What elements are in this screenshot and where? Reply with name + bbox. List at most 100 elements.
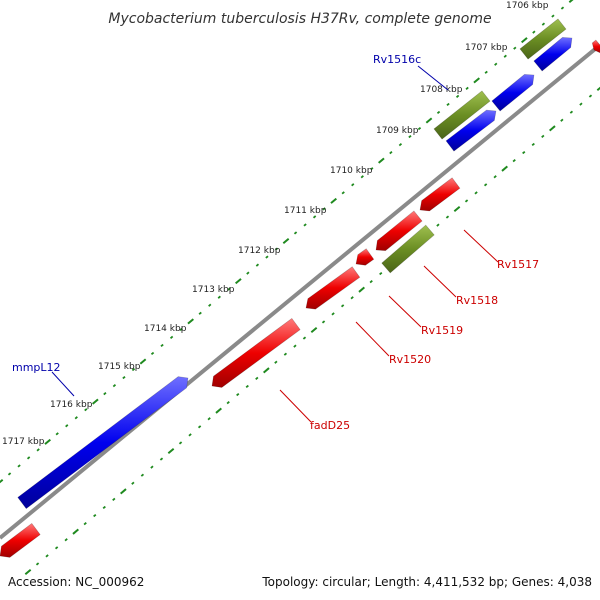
forward-gene-arrow[interactable]	[491, 74, 535, 112]
outer-tick	[208, 303, 212, 307]
reverse-gene-arrow-rv1517[interactable]	[419, 177, 461, 212]
outer-tick	[465, 86, 469, 90]
inner-tick	[560, 118, 564, 122]
inner-tick	[167, 447, 175, 455]
forward-gene-arrow[interactable]	[533, 37, 573, 72]
inner-tick	[72, 528, 79, 535]
outer-tick	[103, 392, 107, 396]
outer-tick	[92, 398, 99, 405]
reverse-gene-arrow-rv1518[interactable]	[375, 210, 423, 251]
inner-tick	[474, 191, 478, 195]
outer-tick	[235, 278, 242, 285]
gene-label-rv1520[interactable]: Rv1520	[389, 353, 431, 366]
outer-tick	[503, 54, 507, 58]
inner-tick	[207, 417, 211, 421]
outer-tick	[360, 175, 364, 179]
gene-label-rv1519[interactable]: Rv1519	[421, 324, 463, 337]
feature-block[interactable]	[433, 90, 491, 140]
outer-tick	[187, 318, 194, 325]
inner-tick	[197, 425, 202, 429]
inner-tick	[245, 384, 249, 389]
inner-tick	[483, 183, 488, 187]
gene-label-rv1516c[interactable]: Rv1516c	[373, 53, 421, 66]
inner-tick	[45, 554, 49, 558]
forward-gene-arrow-mmpl12[interactable]	[17, 376, 189, 510]
inner-tick	[226, 401, 230, 405]
inner-tick	[140, 473, 145, 477]
outer-tick	[370, 167, 374, 171]
inner-tick	[445, 215, 450, 219]
tick-label: 1707 kbp	[465, 43, 508, 53]
inner-tick-ring	[24, 86, 600, 576]
forward-gene-arrow[interactable]	[445, 109, 497, 152]
outer-tick	[341, 191, 345, 195]
reverse-gene-arrow-rv1520[interactable]	[305, 266, 361, 310]
inner-tick	[131, 481, 135, 485]
outer-tick	[282, 237, 290, 245]
outer-tick	[293, 231, 298, 235]
outer-tick	[312, 215, 317, 219]
inner-tick	[302, 336, 307, 340]
inner-tick	[340, 304, 345, 308]
outer-tick	[484, 70, 488, 74]
outer-tick	[227, 287, 231, 291]
gene-label-rv1517[interactable]: Rv1517	[497, 258, 539, 271]
reverse-gene-arrow[interactable]	[0, 522, 41, 558]
inner-tick	[54, 546, 59, 550]
tick-label: 1717 kbp	[2, 437, 45, 447]
inner-tick	[24, 568, 32, 576]
map-title: Mycobacterium tuberculosis H37Rv, comple…	[108, 11, 491, 27]
feature-block[interactable]	[519, 18, 567, 60]
inner-tick	[369, 280, 373, 284]
inner-tick	[188, 433, 192, 437]
outer-tick	[255, 263, 260, 267]
reverse-gene-arrow-fadd25[interactable]	[211, 317, 301, 388]
outer-tick	[521, 37, 528, 44]
inner-tick	[501, 165, 508, 172]
outer-tick	[7, 472, 12, 476]
accession-text: Accession: NC_000962	[8, 575, 144, 589]
inner-tick	[178, 441, 183, 445]
gene-label-leader	[279, 389, 312, 423]
inner-tick	[283, 352, 288, 356]
outer-tick	[122, 375, 126, 380]
outer-tick	[389, 151, 393, 155]
inner-tick	[379, 271, 383, 276]
outer-tick	[473, 77, 480, 84]
reverse-gene-arrow-rv1519[interactable]	[355, 248, 375, 266]
gene-label-mmpl12[interactable]: mmpL12	[12, 361, 61, 374]
tick-labels: 1706 kbp 1707 kbp 1708 kbp 1709 kbp 1710 kbp…	[2, 1, 549, 447]
outer-tick	[322, 207, 326, 211]
outer-tick	[65, 424, 69, 428]
gene-label-leader	[463, 229, 499, 263]
reverse-gene-arrow[interactable]	[591, 39, 600, 54]
outer-tick	[17, 464, 21, 468]
outer-tick-ring	[0, 0, 574, 484]
outer-tick	[55, 432, 59, 436]
outer-tick	[112, 384, 117, 388]
gene-label-fadd25[interactable]: fadD25	[310, 419, 350, 432]
tick-label: 1714 kbp	[144, 324, 187, 334]
outer-tick	[0, 478, 4, 484]
inner-tick	[464, 199, 469, 203]
outer-tick	[398, 143, 403, 147]
outer-tick	[139, 358, 147, 365]
outer-tick	[84, 408, 88, 412]
tick-label: 1706 kbp	[506, 1, 549, 11]
outer-tick	[169, 335, 174, 339]
tick-label: 1713 kbp	[192, 285, 235, 295]
inner-tick	[274, 360, 278, 364]
outer-tick	[436, 110, 441, 115]
gene-label-leader	[388, 295, 422, 328]
inner-tick	[159, 457, 164, 461]
inner-tick	[493, 175, 497, 179]
outer-tick	[330, 197, 337, 204]
gene-label-leader	[423, 265, 457, 298]
feature-block[interactable]	[381, 224, 435, 274]
tick-label: 1711 kbp	[284, 206, 327, 216]
gene-label-leader	[51, 371, 75, 397]
gene-label-rv1518[interactable]: Rv1518	[456, 294, 498, 307]
gene-label-leader	[417, 65, 449, 91]
outer-tick	[160, 343, 164, 348]
